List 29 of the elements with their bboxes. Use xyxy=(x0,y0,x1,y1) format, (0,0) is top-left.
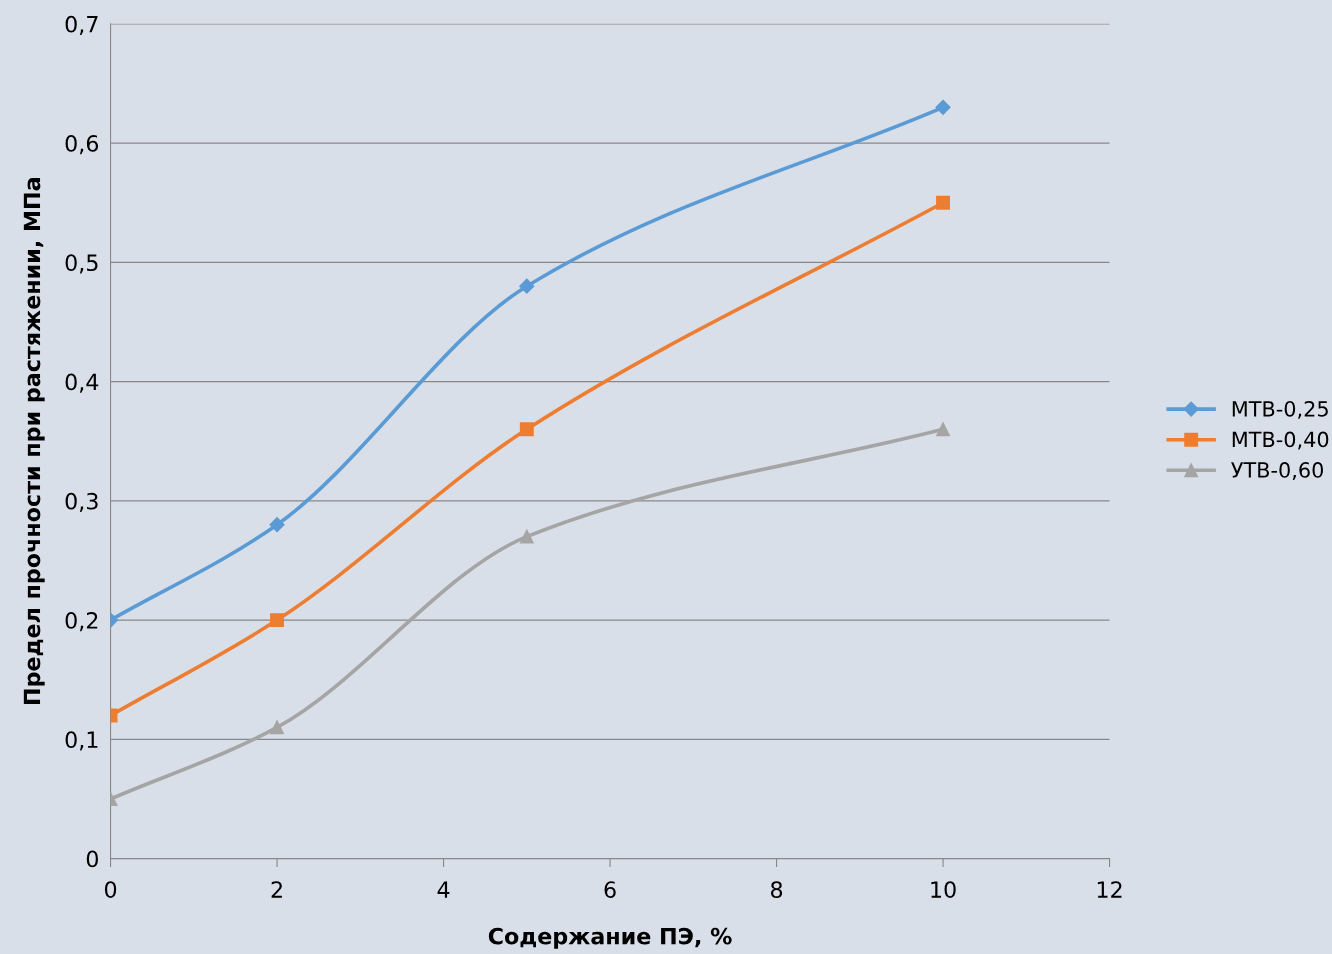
y-tick-label: 0,4 xyxy=(65,373,99,393)
point xyxy=(935,99,951,115)
x-tick-label: 4 xyxy=(437,881,450,898)
y-tick-label: 0 xyxy=(86,850,98,868)
x-tick-label: 12 xyxy=(1097,881,1122,898)
point xyxy=(270,613,285,628)
x-tick-label: 2 xyxy=(271,881,282,898)
point xyxy=(936,195,951,210)
x-tick-label: 0 xyxy=(104,881,117,899)
x-tick-label: 8 xyxy=(770,881,783,899)
x-axis-title: Содержание ПЭ, % xyxy=(488,927,732,949)
legend-label: МТВ-0,25 xyxy=(1232,400,1328,419)
legend-label: УТВ-0,60 xyxy=(1231,462,1323,480)
point xyxy=(519,529,534,544)
point xyxy=(519,278,535,294)
y-tick-label: 0,2 xyxy=(65,612,98,632)
legend-label: МТВ-0,40 xyxy=(1232,431,1329,450)
point xyxy=(519,422,534,437)
point xyxy=(936,422,951,437)
point xyxy=(269,517,285,533)
y-tick-label: 0,6 xyxy=(65,135,99,155)
y-axis-title: Предел прочности при растяжении, МПа xyxy=(23,178,45,705)
y-tick-label: 0,1 xyxy=(65,731,98,751)
y-tick-label: 0,3 xyxy=(65,492,98,512)
y-tick-label: 0,7 xyxy=(65,15,98,35)
x-tick-label: 6 xyxy=(604,881,616,899)
point xyxy=(270,720,285,735)
y-tick-label: 0,5 xyxy=(65,254,98,274)
x-tick-label: 10 xyxy=(931,881,956,899)
